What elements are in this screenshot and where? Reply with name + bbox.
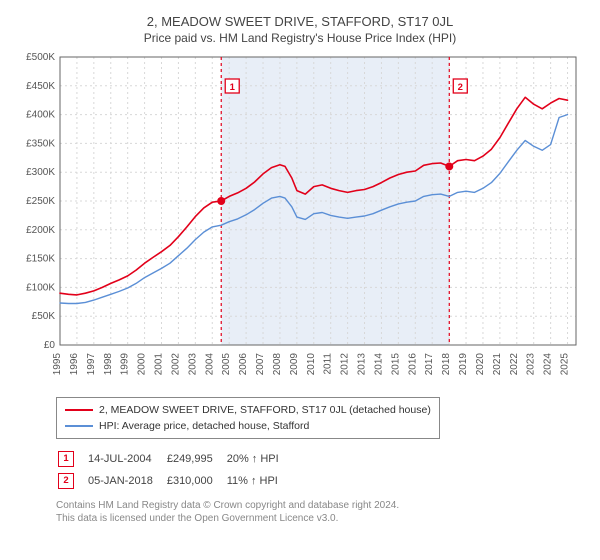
legend: 2, MEADOW SWEET DRIVE, STAFFORD, ST17 0J… (56, 397, 440, 439)
legend-swatch-2 (65, 425, 93, 427)
svg-text:2013: 2013 (357, 353, 368, 376)
svg-text:2025: 2025 (560, 353, 571, 376)
price-chart: £0 £50K £100K £150K £200K £250K £300K £350K £400… (14, 51, 586, 391)
svg-text:2009: 2009 (289, 353, 300, 376)
sale-price-2: £310,000 (167, 471, 225, 491)
svg-text:£50K: £50K (32, 311, 56, 322)
sale-marker-2: 2 (58, 473, 74, 489)
sale-price-1: £249,995 (167, 449, 225, 469)
svg-text:2017: 2017 (424, 353, 435, 376)
page-subtitle: Price paid vs. HM Land Registry's House … (14, 31, 586, 45)
page-title: 2, MEADOW SWEET DRIVE, STAFFORD, ST17 0J… (14, 14, 586, 29)
svg-text:1996: 1996 (69, 353, 80, 376)
svg-text:2007: 2007 (255, 353, 266, 376)
svg-text:2011: 2011 (323, 353, 334, 375)
svg-text:2020: 2020 (475, 353, 486, 376)
svg-text:2003: 2003 (187, 353, 198, 376)
svg-text:2015: 2015 (390, 353, 401, 376)
svg-text:1999: 1999 (120, 353, 131, 376)
svg-text:£250K: £250K (26, 196, 55, 207)
svg-text:£400K: £400K (26, 110, 55, 121)
svg-text:2023: 2023 (526, 353, 537, 376)
svg-text:1995: 1995 (52, 353, 63, 376)
footer: Contains HM Land Registry data © Crown c… (56, 499, 586, 525)
footer-line-1: Contains HM Land Registry data © Crown c… (56, 499, 586, 512)
svg-text:2022: 2022 (509, 353, 520, 376)
svg-text:£150K: £150K (26, 254, 55, 265)
sale-date-1: 14-JUL-2004 (88, 449, 165, 469)
svg-text:2: 2 (458, 82, 463, 93)
svg-text:1997: 1997 (86, 353, 97, 376)
svg-text:1998: 1998 (103, 353, 114, 376)
svg-text:£450K: £450K (26, 81, 55, 92)
sale-date-2: 05-JAN-2018 (88, 471, 165, 491)
legend-swatch-1 (65, 409, 93, 411)
svg-text:2004: 2004 (204, 353, 215, 376)
svg-text:2012: 2012 (340, 353, 351, 376)
svg-text:£0: £0 (44, 340, 56, 351)
svg-text:2019: 2019 (458, 353, 469, 376)
svg-text:2005: 2005 (221, 353, 232, 376)
svg-text:2016: 2016 (407, 353, 418, 376)
svg-text:£100K: £100K (26, 282, 55, 293)
svg-text:£300K: £300K (26, 167, 55, 178)
sale-delta-2: 11% ↑ HPI (227, 471, 291, 491)
svg-text:2014: 2014 (373, 353, 384, 376)
svg-text:2002: 2002 (170, 353, 181, 376)
svg-text:2006: 2006 (238, 353, 249, 376)
svg-text:2024: 2024 (543, 353, 554, 376)
svg-text:£500K: £500K (26, 52, 55, 63)
svg-text:£200K: £200K (26, 225, 55, 236)
svg-text:2018: 2018 (441, 353, 452, 376)
legend-row-2: HPI: Average price, detached house, Staf… (65, 418, 431, 434)
table-row: 1 14-JUL-2004 £249,995 20% ↑ HPI (58, 449, 291, 469)
svg-text:2021: 2021 (492, 353, 503, 376)
legend-label-2: HPI: Average price, detached house, Staf… (99, 418, 309, 434)
svg-text:2008: 2008 (272, 353, 283, 376)
svg-text:2000: 2000 (137, 353, 148, 376)
legend-row-1: 2, MEADOW SWEET DRIVE, STAFFORD, ST17 0J… (65, 402, 431, 418)
footer-line-2: This data is licensed under the Open Gov… (56, 512, 586, 525)
svg-text:2010: 2010 (306, 353, 317, 376)
sale-delta-1: 20% ↑ HPI (227, 449, 291, 469)
svg-text:2001: 2001 (154, 353, 165, 376)
svg-text:1: 1 (230, 82, 236, 93)
sales-table: 1 14-JUL-2004 £249,995 20% ↑ HPI 2 05-JA… (56, 447, 293, 493)
svg-text:£350K: £350K (26, 138, 55, 149)
legend-label-1: 2, MEADOW SWEET DRIVE, STAFFORD, ST17 0J… (99, 402, 431, 418)
table-row: 2 05-JAN-2018 £310,000 11% ↑ HPI (58, 471, 291, 491)
chart-svg: £0 £50K £100K £150K £200K £250K £300K £350K £400… (14, 51, 586, 391)
sale-marker-1: 1 (58, 451, 74, 467)
